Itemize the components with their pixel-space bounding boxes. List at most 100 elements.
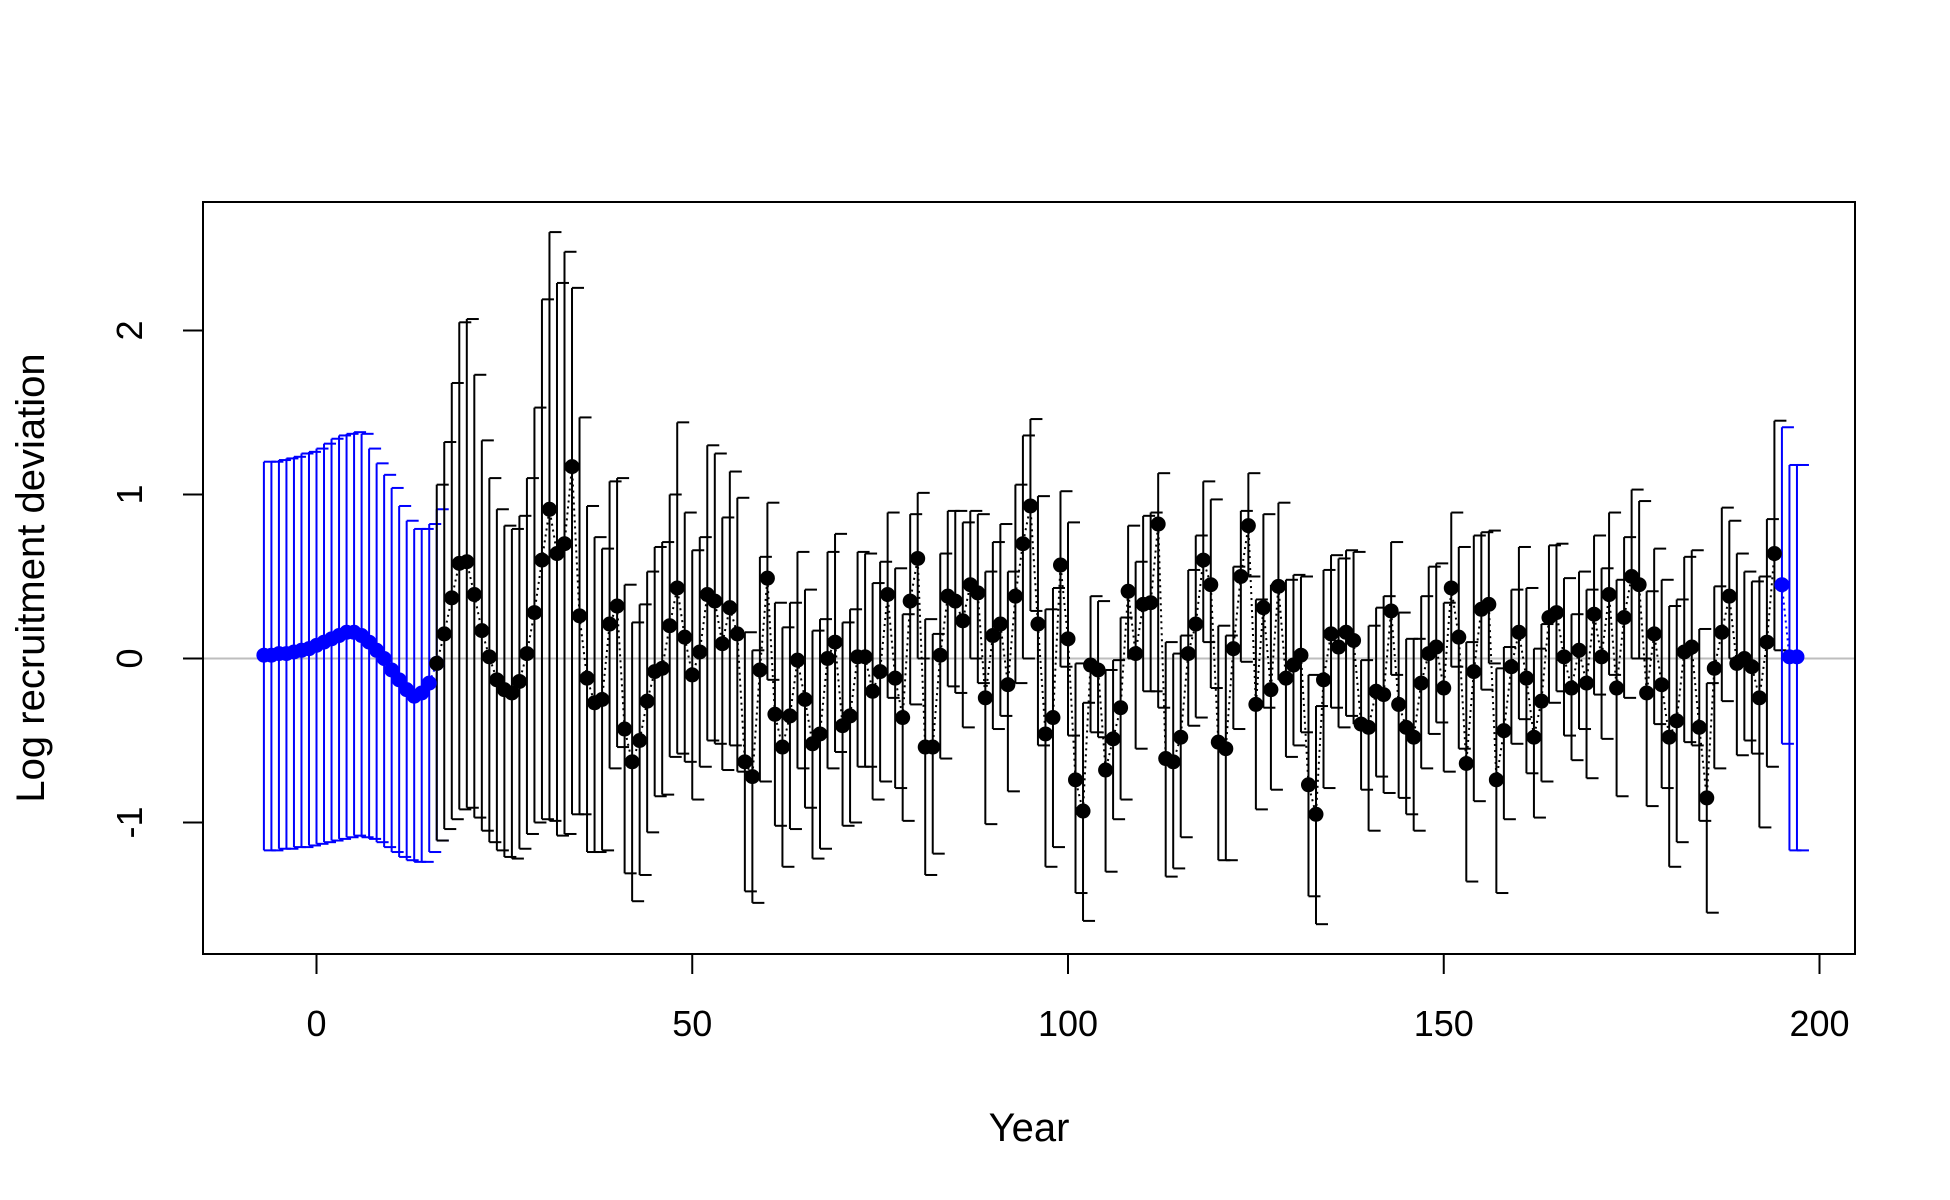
main-data-point	[474, 623, 490, 639]
main-data-point	[1594, 649, 1610, 665]
main-data-point	[1270, 578, 1286, 594]
error-bars	[262, 231, 1809, 926]
main-data-point	[624, 754, 640, 770]
main-data-point	[534, 552, 550, 568]
main-data-point	[1533, 693, 1549, 709]
main-data-point	[1691, 719, 1707, 735]
main-data-point	[459, 554, 475, 570]
main-data-point	[1496, 723, 1512, 739]
x-tick-label: 50	[672, 1003, 712, 1044]
main-data-point	[1481, 596, 1497, 612]
main-data-point	[774, 739, 790, 755]
series-connectors	[263, 466, 1797, 815]
main-data-point	[1015, 536, 1031, 552]
main-data-point	[1113, 700, 1129, 716]
main-data-point	[1609, 680, 1625, 696]
main-data-point	[1052, 557, 1068, 573]
main-data-point	[1346, 632, 1362, 648]
x-tick-label: 100	[1038, 1003, 1098, 1044]
main-data-point	[1278, 670, 1294, 686]
main-data-point	[744, 769, 760, 785]
x-axis: 0 50 100 150 200	[306, 953, 1850, 1044]
main-data-point	[1406, 729, 1422, 745]
main-data-point	[1714, 624, 1730, 640]
main-data-point	[1616, 610, 1632, 625]
x-tick-label: 200	[1789, 1003, 1849, 1044]
main-data-point	[985, 628, 1001, 644]
main-data-point	[812, 726, 828, 742]
main-data-point	[1090, 662, 1106, 678]
main-data-point	[1105, 731, 1121, 747]
main-data-point	[1669, 713, 1685, 729]
main-data-point	[1316, 672, 1332, 688]
main-data-point	[1000, 677, 1016, 693]
main-data-point	[1255, 600, 1271, 616]
main-data-point	[1045, 710, 1061, 726]
main-data-point	[526, 605, 542, 621]
main-data-point	[1639, 685, 1655, 701]
main-data-point	[1218, 741, 1234, 757]
main-data-point	[759, 570, 775, 586]
main-data-point	[609, 598, 625, 614]
main-data-point	[1428, 639, 1444, 655]
main-data-point	[910, 550, 926, 566]
main-data-point	[1037, 726, 1053, 742]
main-data-point	[1518, 670, 1534, 686]
main-data-point	[519, 646, 535, 662]
main-data-point	[669, 580, 685, 596]
main-data-point	[1068, 772, 1084, 788]
main-data-point	[1488, 772, 1504, 788]
main-data-point	[594, 692, 610, 707]
main-data-point	[887, 670, 903, 686]
main-data-point	[654, 660, 670, 676]
main-data-point	[1451, 629, 1467, 645]
main-data-point	[707, 593, 723, 609]
y-tick-label: 2	[109, 320, 150, 340]
main-data-point	[504, 685, 520, 701]
main-data-point	[1150, 516, 1166, 532]
x-tick-label: 0	[306, 1003, 326, 1044]
main-data-point	[572, 608, 588, 624]
main-data-point	[481, 649, 497, 665]
main-data-point	[1098, 762, 1114, 778]
main-data-point	[827, 634, 843, 650]
y-axis-label: Log recruitment deviation	[9, 353, 53, 802]
main-data-point	[1571, 642, 1587, 658]
main-data-point	[1383, 603, 1399, 619]
early-data-point	[421, 675, 437, 691]
main-data-point	[1128, 646, 1144, 662]
main-data-point	[1030, 616, 1046, 632]
main-data-point	[1631, 577, 1647, 593]
main-data-point	[1248, 696, 1264, 712]
main-data-point	[977, 690, 993, 706]
main-data-point	[789, 652, 805, 668]
main-data-point	[1511, 624, 1527, 640]
main-data-point	[1203, 577, 1219, 593]
main-data-point	[865, 683, 881, 699]
main-data-point	[1466, 664, 1482, 680]
main-data-point	[1120, 583, 1136, 599]
main-data-point	[1195, 552, 1211, 568]
main-data-point	[947, 593, 963, 609]
main-data-point	[1556, 649, 1572, 665]
main-data-point	[444, 590, 460, 606]
main-data-point	[767, 706, 783, 722]
main-data-point	[1143, 595, 1159, 611]
main-data-point	[1579, 675, 1595, 691]
main-data-point	[1391, 696, 1407, 712]
main-data-point	[1503, 659, 1519, 675]
main-data-point	[1323, 626, 1339, 642]
main-data-point	[1684, 639, 1700, 655]
main-data-point	[1007, 588, 1023, 604]
main-data-point	[1744, 659, 1760, 675]
main-data-point	[1361, 719, 1377, 735]
main-data-point	[1458, 755, 1474, 771]
main-data-point	[684, 667, 700, 683]
main-data-point	[429, 655, 445, 671]
main-data-point	[797, 692, 813, 707]
main-data-point	[1022, 498, 1038, 514]
main-data-point	[872, 664, 888, 680]
x-tick-label: 150	[1414, 1003, 1474, 1044]
main-data-point	[1233, 569, 1249, 584]
